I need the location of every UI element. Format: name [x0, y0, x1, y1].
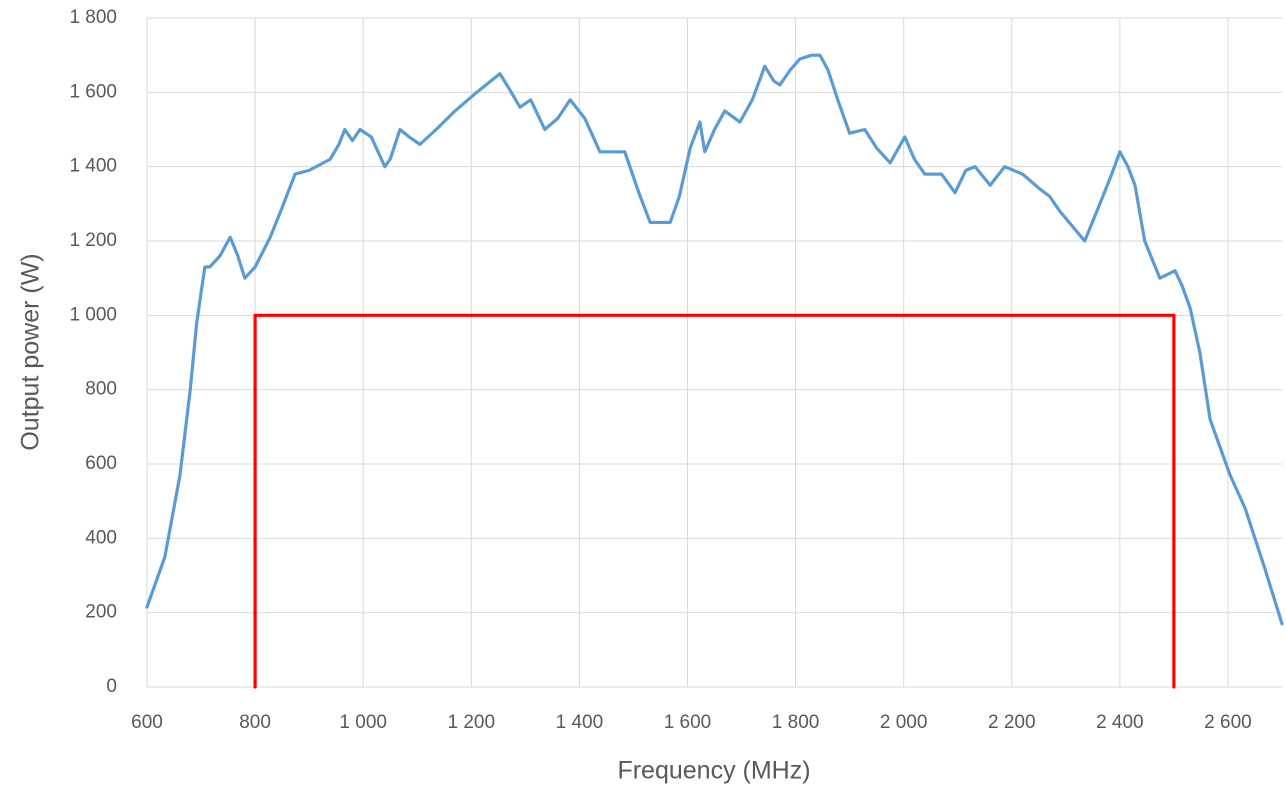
- x-tick-label: 2 200: [988, 712, 1036, 733]
- series-line: [145, 53, 1284, 626]
- y-tick-label: 800: [85, 379, 117, 400]
- y-tick-label: 1 800: [69, 7, 117, 28]
- series-line: [253, 313, 1176, 689]
- x-tick-label: 1 600: [664, 712, 712, 733]
- x-tick-label: 600: [131, 712, 163, 733]
- x-tick-label: 1 000: [339, 712, 387, 733]
- y-tick-label: 200: [85, 602, 117, 623]
- x-tick-label: 1 800: [772, 712, 820, 733]
- y-tick-label: 0: [106, 676, 117, 697]
- y-tick-label: 1 400: [69, 156, 117, 177]
- x-tick-label: 1 200: [448, 712, 496, 733]
- x-tick-label: 800: [239, 712, 271, 733]
- y-tick-label: 1 600: [69, 81, 117, 102]
- y-axis-title: Output power (W): [17, 253, 45, 450]
- x-axis-title: Frequency (MHz): [617, 757, 810, 785]
- x-tick-label: 2 400: [1096, 712, 1144, 733]
- y-tick-label: 1 000: [69, 304, 117, 325]
- x-tick-label: 2 000: [880, 712, 928, 733]
- y-tick-label: 1 200: [69, 230, 117, 251]
- y-tick-label: 600: [85, 453, 117, 474]
- x-tick-label: 2 600: [1204, 712, 1252, 733]
- y-tick-label: 400: [85, 527, 117, 548]
- x-tick-label: 1 400: [556, 712, 604, 733]
